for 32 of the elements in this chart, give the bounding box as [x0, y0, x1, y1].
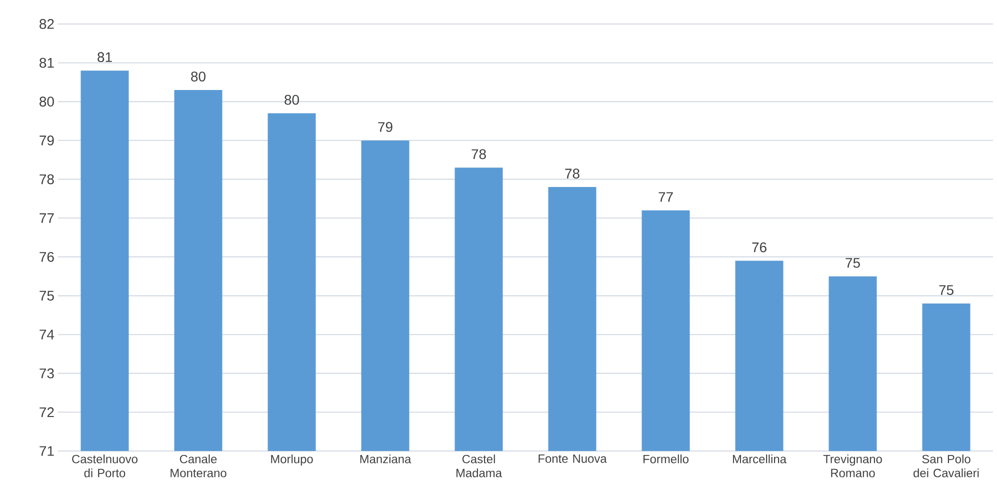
x-tick-label: Manziana — [360, 454, 412, 464]
x-tick-label: Formello — [643, 454, 688, 464]
x-tick-label: Marcellina — [733, 454, 786, 464]
y-tick-label: 77 — [40, 213, 54, 223]
y-tick-label: 72 — [40, 407, 54, 418]
data-label: 80 — [191, 72, 206, 82]
y-tick-label: 73 — [40, 368, 54, 378]
y-tick-label: 75 — [40, 290, 54, 301]
x-tick-label: San Polo dei Cavalieri — [914, 454, 979, 478]
data-label: 81 — [98, 52, 112, 62]
x-tick-label: Castelnuovo di Porto — [72, 454, 138, 478]
y-tick-label: 81 — [40, 58, 54, 68]
y-tick-label: 78 — [40, 174, 54, 184]
y-tick-label: 82 — [40, 19, 54, 29]
x-tick-label: Canale Monterano — [170, 454, 226, 478]
data-label: 78 — [472, 149, 486, 160]
x-tick-label: Trevignano Romano — [823, 454, 882, 478]
data-label: 80 — [284, 94, 299, 105]
data-label: 79 — [378, 122, 392, 132]
y-tick-label: 76 — [40, 252, 54, 262]
data-label: 76 — [752, 242, 766, 252]
x-tick-label: Fonte Nuova — [538, 454, 607, 463]
y-tick-label: 71 — [40, 446, 54, 456]
data-label: 75 — [939, 285, 954, 295]
y-tick-label: 74 — [40, 330, 54, 340]
data-label: 77 — [658, 192, 673, 202]
data-label: 78 — [565, 168, 580, 179]
x-tick-label: Morlupo — [271, 454, 313, 466]
data-label: 75 — [846, 258, 860, 268]
y-tick-label: 79 — [40, 136, 54, 146]
y-tick-label: 80 — [40, 96, 54, 107]
x-tick-label: Castel Madama — [456, 454, 502, 478]
